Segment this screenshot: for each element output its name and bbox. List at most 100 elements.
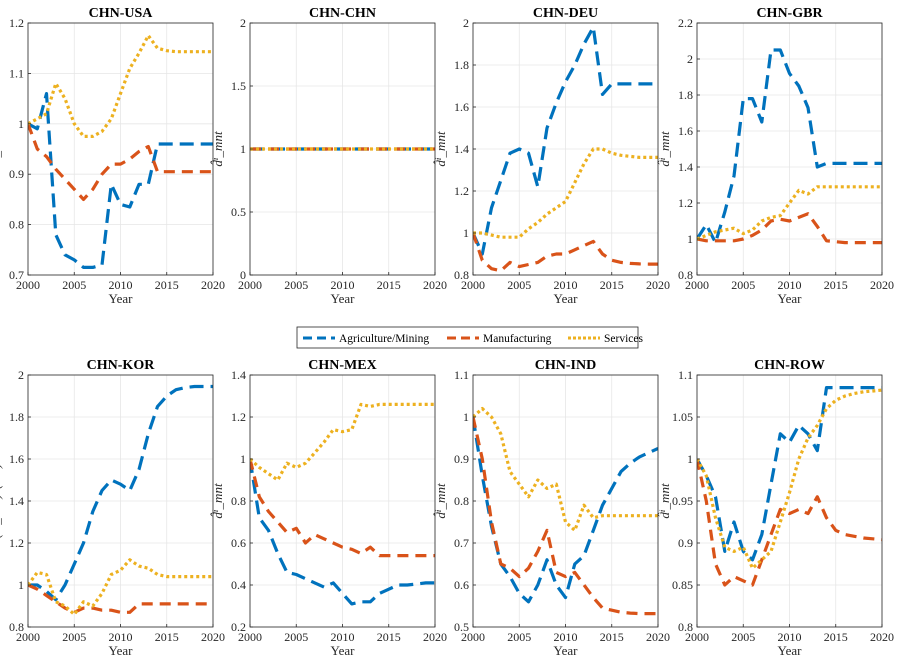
y-tick-label: 1.6 xyxy=(454,100,469,114)
x-tick-label: 2000 xyxy=(238,278,262,292)
y-axis-label: d̂ⁱ_mnt xyxy=(657,483,672,519)
x-tick-label: 2010 xyxy=(554,630,578,644)
series-line-agriculture xyxy=(250,458,435,606)
panel-chn-deu: 2000 2005 2010 2015 2020 0.8 1 1.2 1.4 1.6 1.8 2 CHN… xyxy=(433,6,670,306)
x-tick-label: 2020 xyxy=(201,630,225,644)
y-tick-label: 0.8 xyxy=(231,494,246,508)
y-axis-label: d̂ⁱ_mnt xyxy=(0,131,3,167)
y-tick-label: 0.6 xyxy=(231,536,246,550)
x-tick-label: 2010 xyxy=(778,278,802,292)
series-line-agriculture xyxy=(28,384,213,602)
x-tick-label: 2015 xyxy=(155,630,179,644)
panel-title: CHN-GBR xyxy=(756,6,823,21)
y-tick-label: 0.7 xyxy=(454,536,469,550)
y-tick-label: 0 xyxy=(240,268,246,282)
x-tick-label: 2000 xyxy=(685,630,709,644)
x-axis-label: Year xyxy=(109,291,134,306)
x-tick-label: 2005 xyxy=(507,278,531,292)
y-tick-label: 1.2 xyxy=(9,536,24,550)
panel-title: CHN-DEU xyxy=(533,6,598,21)
series-line-manufacturing xyxy=(250,458,435,558)
y-tick-label: 0.9 xyxy=(678,536,693,550)
y-tick-label: 2 xyxy=(240,16,246,30)
series-line-services xyxy=(473,407,658,533)
series-line-manufacturing xyxy=(473,416,658,616)
x-tick-label: 2015 xyxy=(377,630,401,644)
y-tick-label: 1.4 xyxy=(678,160,693,174)
y-tick-label: 1.4 xyxy=(9,494,24,508)
y-tick-label: 2 xyxy=(18,368,24,382)
y-tick-label: 1.8 xyxy=(454,58,469,72)
series-line-manufacturing xyxy=(697,212,882,245)
x-axis-label: Year xyxy=(554,291,579,306)
series-line-services xyxy=(697,185,882,241)
legend: Agriculture/Mining Manufacturing Service… xyxy=(296,326,643,349)
series-line-agriculture xyxy=(28,91,213,269)
series-line-services xyxy=(697,388,882,570)
x-axis-label: Year xyxy=(554,643,579,658)
series-line-manufacturing xyxy=(697,458,882,587)
x-tick-label: 2010 xyxy=(109,630,133,644)
y-tick-label: 1.6 xyxy=(678,124,693,138)
y-tick-label: 1.1 xyxy=(678,368,693,382)
x-tick-label: 2015 xyxy=(824,630,848,644)
y-tick-label: 1.1 xyxy=(9,66,24,80)
series-line-manufacturing xyxy=(28,583,213,614)
series-line-agriculture xyxy=(697,386,882,562)
x-tick-label: 2015 xyxy=(824,278,848,292)
x-tick-label: 2010 xyxy=(109,278,133,292)
series-line-agriculture xyxy=(473,25,658,256)
x-tick-label: 2005 xyxy=(62,630,86,644)
panel-title: CHN-IND xyxy=(535,358,596,373)
y-tick-label: 1.2 xyxy=(9,16,24,30)
y-axis-label: (d̂ⁱ_mnt)^(1/θ) xyxy=(0,464,3,538)
y-tick-label: 1 xyxy=(687,452,693,466)
y-tick-label: 2.2 xyxy=(678,16,693,30)
panel-title: CHN-KOR xyxy=(87,358,156,373)
y-tick-label: 1 xyxy=(240,452,246,466)
y-tick-label: 0.2 xyxy=(231,620,246,634)
y-tick-label: 0.7 xyxy=(9,268,24,282)
series-line-agriculture xyxy=(473,416,658,604)
x-tick-label: 2020 xyxy=(646,630,670,644)
panel-title: CHN-USA xyxy=(89,6,154,21)
x-axis-label: Year xyxy=(109,643,134,658)
x-axis-label: Year xyxy=(778,291,803,306)
y-tick-label: 0.8 xyxy=(678,268,693,282)
y-tick-label: 0.5 xyxy=(231,205,246,219)
y-tick-label: 0.85 xyxy=(672,578,693,592)
y-axis-label: d̂ⁱ_mnt xyxy=(210,131,225,167)
series-line-services xyxy=(28,33,213,138)
panel-title: CHN-MEX xyxy=(308,358,376,373)
x-tick-label: 2005 xyxy=(284,630,308,644)
y-tick-label: 0.8 xyxy=(678,620,693,634)
panel-title: CHN-ROW xyxy=(754,358,825,373)
y-tick-label: 1 xyxy=(463,410,469,424)
x-tick-label: 2005 xyxy=(731,630,755,644)
panel-chn-row: 2000 2005 2010 2015 2020 0.8 0.85 0.9 0.95 1 1.05 1… xyxy=(657,358,894,658)
y-tick-label: 1.2 xyxy=(231,410,246,424)
series-line-manufacturing xyxy=(28,123,213,201)
y-tick-label: 2 xyxy=(463,16,469,30)
x-tick-label: 2000 xyxy=(461,630,485,644)
x-tick-label: 2020 xyxy=(423,278,447,292)
y-tick-label: 0.95 xyxy=(672,494,693,508)
x-tick-label: 2000 xyxy=(238,630,262,644)
x-tick-label: 2000 xyxy=(16,278,40,292)
series-line-services xyxy=(473,147,658,239)
y-tick-label: 1.1 xyxy=(454,368,469,382)
y-axis-label: d̂ⁱ_mnt xyxy=(433,483,448,519)
y-tick-label: 2 xyxy=(687,52,693,66)
x-tick-label: 2015 xyxy=(600,278,624,292)
x-tick-label: 2015 xyxy=(600,630,624,644)
x-tick-label: 2010 xyxy=(331,278,355,292)
x-tick-label: 2005 xyxy=(507,630,531,644)
y-axis-label: d̂ⁱ_mnt xyxy=(657,131,672,167)
x-tick-label: 2020 xyxy=(423,630,447,644)
x-tick-label: 2010 xyxy=(331,630,355,644)
y-tick-label: 1.5 xyxy=(231,79,246,93)
y-axis-label: d̂ⁱ_mnt xyxy=(433,131,448,167)
panel-chn-kor: 2000 2005 2010 2015 2020 0.8 1 1.2 1.4 1.6 1.8 2 CHN… xyxy=(0,358,225,658)
y-tick-label: 1 xyxy=(240,142,246,156)
y-tick-label: 0.5 xyxy=(454,620,469,634)
